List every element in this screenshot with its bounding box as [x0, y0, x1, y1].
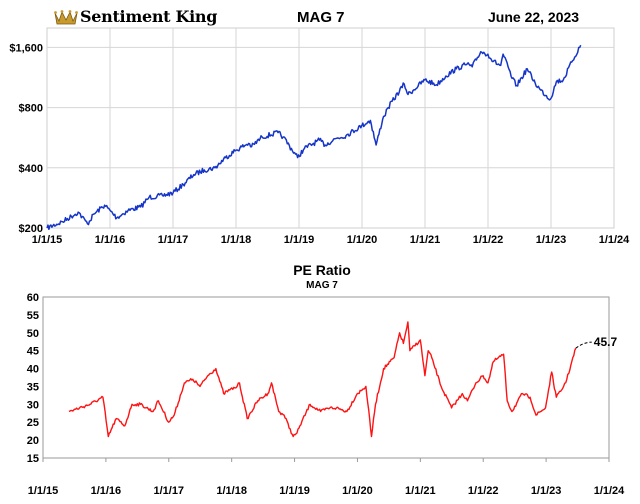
pe-x-tick-label: 1/1/24	[594, 485, 625, 497]
pe-x-tick-label: 1/1/16	[91, 485, 122, 497]
pe-y-tick-label: 50	[27, 328, 39, 340]
x-tick-label: 1/1/21	[410, 234, 441, 246]
pe-y-tick-label: 20	[27, 435, 39, 447]
pe-y-tick-label: 40	[27, 364, 39, 376]
y-tick-label: $800	[19, 103, 43, 115]
x-tick-label: 1/1/24	[599, 234, 630, 246]
pe-plot-area	[42, 296, 610, 459]
x-tick-label: 1/1/22	[473, 234, 504, 246]
pe-y-tick-label: 30	[27, 399, 39, 411]
pe-y-tick-label: 15	[27, 453, 39, 465]
pe-series-line	[68, 321, 577, 438]
chart-date: June 22, 2023	[488, 9, 580, 25]
price-chart: 1/1/15 1/1/16 1/1/17 1/1/18 1/1/19 1/1/20 1/1/…	[9, 27, 630, 246]
pe-y-tick-label: 60	[27, 292, 39, 304]
x-tick-label: 1/1/19	[284, 234, 315, 246]
brand-logo: Sentiment King	[54, 7, 217, 26]
crown-icon	[54, 9, 78, 24]
pe-x-tick-label: 1/1/18	[216, 485, 247, 497]
pe-x-tick-label: 1/1/19	[279, 485, 310, 497]
header: Sentiment King MAG 7 June 22, 2023	[0, 0, 640, 40]
last-value-label: 45.7	[594, 335, 618, 349]
pe-x-tick-label: 1/1/15	[28, 485, 59, 497]
y-tick-label: $400	[19, 163, 43, 175]
pe-y-tick-label: 55	[27, 310, 39, 322]
plot-area	[46, 27, 615, 229]
x-tick-label: 1/1/23	[536, 234, 567, 246]
pe-chart-subtitle: MAG 7	[306, 280, 338, 291]
pe-x-tick-label: 1/1/21	[405, 485, 436, 497]
x-tick-label: 1/1/17	[158, 234, 189, 246]
last-value-leader	[575, 341, 592, 349]
pe-x-tick-label: 1/1/17	[153, 485, 184, 497]
x-tick-label: 1/1/20	[347, 234, 378, 246]
pe-chart-title: PE Ratio	[293, 262, 351, 278]
price-series-line	[46, 44, 582, 231]
y-tick-label: $1,600	[9, 42, 43, 54]
y-tick-label: $200	[19, 223, 43, 235]
brand-name: Sentiment King	[80, 7, 218, 26]
pe-y-tick-label: 35	[27, 381, 39, 393]
pe-y-tick-label: 45	[27, 346, 39, 358]
pe-x-tick-label: 1/1/20	[342, 485, 373, 497]
x-tick-label: 1/1/16	[95, 234, 126, 246]
x-tick-label: 1/1/18	[221, 234, 252, 246]
pe-x-tick-label: 1/1/22	[468, 485, 499, 497]
chart-title: MAG 7	[297, 9, 345, 26]
pe-y-tick-label: 25	[27, 417, 39, 429]
pe-x-tick-label: 1/1/23	[531, 485, 562, 497]
x-tick-label: 1/1/15	[32, 234, 63, 246]
